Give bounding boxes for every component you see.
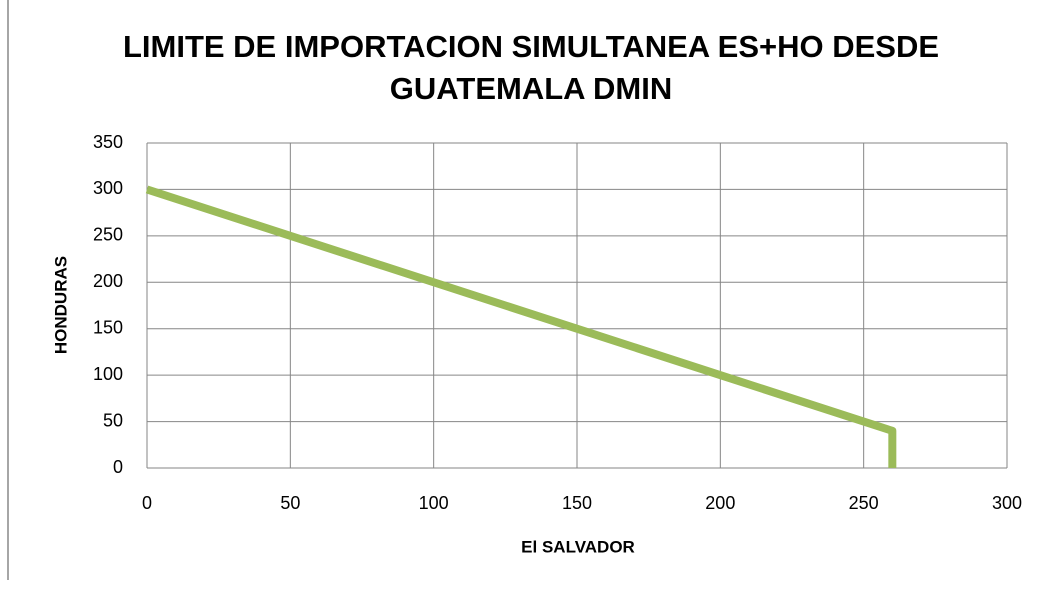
- y-tick-label: 0: [113, 457, 123, 477]
- y-axis-title: HONDURAS: [51, 256, 70, 354]
- y-tick-label: 100: [93, 364, 123, 384]
- y-tick-label: 200: [93, 271, 123, 291]
- chart-title: LIMITE DE IMPORTACION SIMULTANEA ES+HO D…: [122, 29, 940, 106]
- x-tick-label: 200: [705, 493, 735, 513]
- y-tick-label: 300: [93, 178, 123, 198]
- x-tick-label: 0: [142, 493, 152, 513]
- y-tick-label: 250: [93, 225, 123, 245]
- x-tick-label: 250: [849, 493, 879, 513]
- x-tick-label: 50: [280, 493, 300, 513]
- data-line: [145, 185, 897, 468]
- x-tick-label: 100: [419, 493, 449, 513]
- y-tick-label: 350: [93, 132, 123, 152]
- y-tick-label: 150: [93, 317, 123, 337]
- x-tick-label: 150: [562, 493, 592, 513]
- x-tick-label: 300: [992, 493, 1022, 513]
- x-axis-title: El SALVADOR: [521, 537, 635, 556]
- y-tick-label: 50: [103, 410, 123, 430]
